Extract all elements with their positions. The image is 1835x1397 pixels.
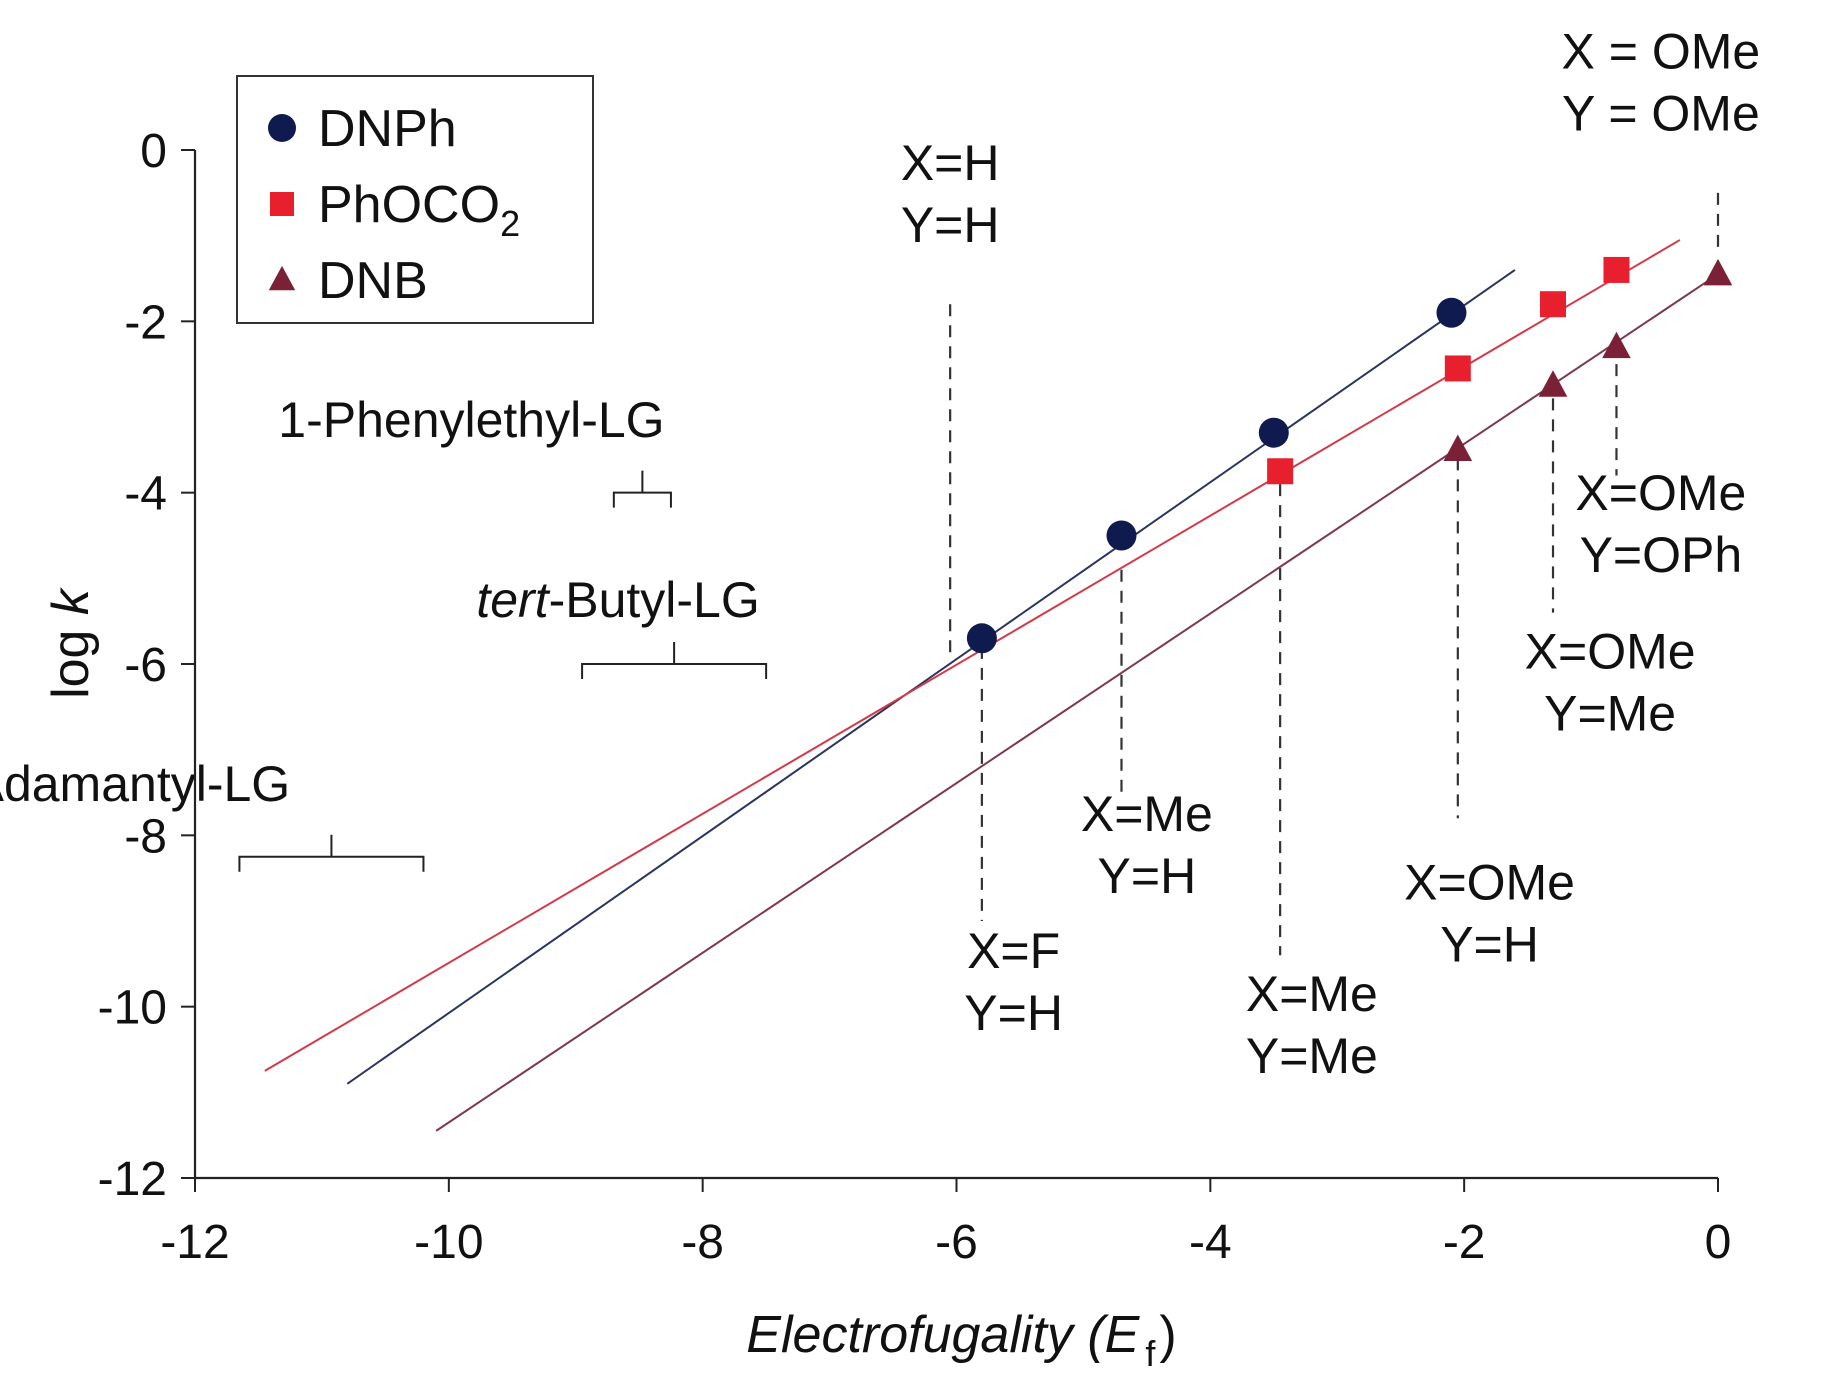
point-dnph-0: [966, 623, 997, 654]
y-tick-label-0: 0: [140, 125, 167, 178]
range-label-0: 1-Phenylethyl-LG: [278, 392, 664, 448]
x-tick-label-1: -10: [414, 1216, 483, 1269]
annotation-5-line-0: X=OMe: [1525, 623, 1696, 679]
point-dnb-3: [1703, 258, 1733, 286]
annotation-1-line-0: X=F: [967, 923, 1060, 979]
fit-line-phoco2: [264, 239, 1681, 1072]
x-tick-label-2: -8: [681, 1216, 724, 1269]
legend-label-text-0: DNPh: [318, 100, 457, 158]
range-bracket-0: [612, 470, 672, 508]
annotation-6-line-0: X=OMe: [1575, 465, 1746, 521]
range-label-text-2: Adamantyl-LG: [0, 756, 290, 812]
point-annotations: X=H Y=H X=F Y=H X=Me Y=H X=Me Y=Me X=OMe Y=H X=OMe…: [901, 24, 1760, 1084]
annotation-2-line-1: Y=H: [1098, 848, 1197, 904]
x-tick-label-6: 0: [1705, 1216, 1732, 1269]
point-dnph-1: [1106, 520, 1137, 551]
range-label-text-1: -Butyl-LG: [549, 572, 760, 628]
range-label-italic-1: tert: [476, 572, 550, 628]
annotation-2-line-0: X=Me: [1081, 786, 1213, 842]
point-phoco2-0: [1267, 458, 1294, 485]
legend-marker-1: [270, 192, 294, 216]
annotation-3-line-1: Y=Me: [1246, 1028, 1378, 1084]
x-axis-label-symbol: E: [1105, 1306, 1141, 1364]
x-tick-label-0: -12: [160, 1216, 229, 1269]
point-phoco2-1: [1444, 355, 1471, 382]
x-tick-label-5: -2: [1443, 1216, 1486, 1269]
annotation-5-line-1: Y=Me: [1544, 685, 1676, 741]
legend-label-2: DNB: [318, 252, 428, 310]
y-tick-label-1: -2: [124, 296, 167, 349]
point-dnph-3: [1436, 297, 1467, 328]
point-phoco2-2: [1540, 291, 1567, 318]
y-tick-label-5: -10: [98, 982, 167, 1035]
y-tick-label-2: -4: [124, 468, 167, 521]
legend-marker-0: [268, 114, 296, 142]
legend-marker-2: [268, 265, 296, 291]
legend-label-text-1: PhOCO: [318, 176, 500, 234]
legend-label-sub-1: 2: [500, 203, 520, 244]
x-axis-label-subscript: f: [1145, 1333, 1156, 1374]
point-dnb-0: [1443, 434, 1473, 461]
legend: DNPh PhOCO2 DNB: [236, 75, 594, 324]
x-tick-label-4: -4: [1189, 1216, 1232, 1269]
x-axis-label-close: ): [1159, 1306, 1176, 1364]
point-dnb-2: [1602, 331, 1631, 359]
data-markers: [966, 256, 1733, 654]
range-label-2: Adamantyl-LG: [0, 756, 290, 812]
fit-line-dnph: [346, 269, 1516, 1085]
range-bracket-1: [581, 642, 768, 679]
y-axis-label: log k: [42, 586, 100, 699]
legend-label-1: PhOCO2: [318, 176, 520, 244]
annotation-3-line-0: X=Me: [1246, 966, 1378, 1022]
y-axis-label-main: log: [42, 615, 100, 699]
x-tick-label-3: -6: [935, 1216, 978, 1269]
range-bracket-2: [238, 834, 425, 872]
legend-label-text-2: DNB: [318, 252, 428, 310]
axes: -12 -10 -8 -6 -4 -2 0 0 -2 -4 -6 -8 -10 -12 Electrofug…: [42, 125, 1731, 1374]
annotation-1-line-1: Y=H: [964, 985, 1063, 1041]
annotation-6-line-1: Y=OPh: [1580, 527, 1743, 583]
point-dnb-1: [1538, 370, 1568, 397]
x-axis-label-main: Electrofugality (: [746, 1306, 1109, 1364]
dashed-guides: [949, 192, 1720, 956]
range-brackets: 1-Phenylethyl-LG tert-Butyl-LG Adamantyl-L…: [0, 392, 768, 872]
annotation-4-line-1: Y=H: [1440, 917, 1539, 973]
point-phoco2-3: [1603, 256, 1630, 283]
annotation-7-line-1: Y = OMe: [1562, 86, 1760, 142]
annotation-7-line-0: X = OMe: [1562, 24, 1761, 80]
legend-label-0: DNPh: [318, 100, 457, 158]
x-axis-label: Electrofugality (E f): [746, 1306, 1176, 1374]
annotation-0-line-1: Y=H: [901, 197, 1000, 253]
y-tick-label-4: -8: [124, 810, 167, 863]
fit-line-dnb: [435, 273, 1719, 1132]
annotation-0-line-0: X=H: [901, 135, 1000, 191]
point-dnph-2: [1258, 417, 1289, 448]
annotation-4-line-0: X=OMe: [1404, 855, 1575, 911]
legend-box: [236, 75, 594, 324]
range-label-1: tert-Butyl-LG: [476, 572, 759, 628]
y-tick-label-3: -6: [124, 639, 167, 692]
range-label-text-0: 1-Phenylethyl-LG: [278, 392, 664, 448]
y-tick-label-6: -12: [98, 1153, 167, 1206]
y-axis-label-symbol: k: [42, 586, 100, 615]
fit-lines: [264, 239, 1719, 1132]
